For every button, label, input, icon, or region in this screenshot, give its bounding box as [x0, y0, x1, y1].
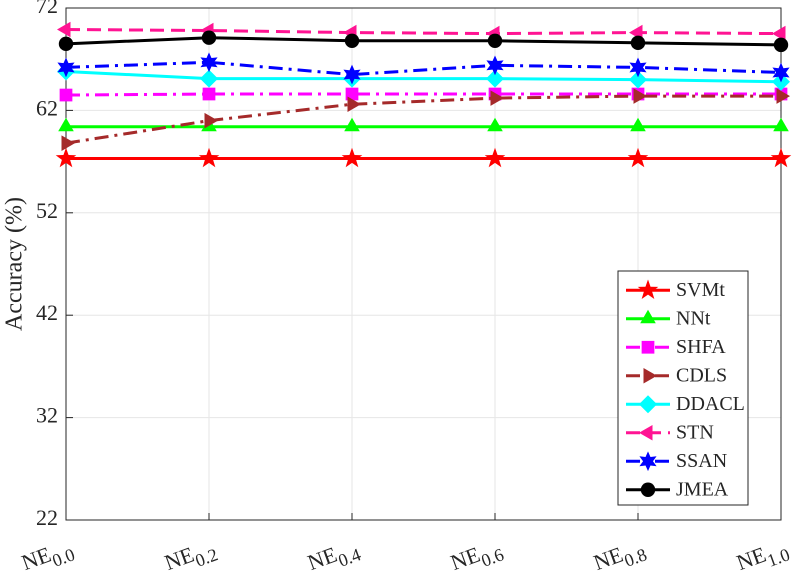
legend-marker	[641, 340, 655, 354]
legend-label: SSAN	[676, 450, 727, 472]
legend-marker	[640, 482, 656, 497]
point	[486, 55, 504, 76]
legend-label: CDLS	[676, 364, 727, 386]
x-tick-label: NE1.0	[733, 534, 792, 580]
point	[486, 69, 504, 88]
point	[490, 90, 504, 106]
point	[61, 135, 75, 151]
point	[204, 112, 218, 129]
point	[341, 147, 363, 168]
point	[57, 57, 75, 78]
point	[345, 87, 359, 101]
legend-label: NNt	[676, 307, 711, 329]
point	[347, 96, 361, 113]
x-tick-label: NE0.6	[447, 534, 506, 580]
y-axis-label: Accuracy (%)	[2, 197, 28, 331]
point	[772, 25, 786, 42]
point	[630, 35, 646, 51]
y-tick-label: 62	[36, 95, 58, 120]
legend-marker	[640, 309, 656, 324]
plot-frame	[65, 7, 782, 521]
y-tick-label: 52	[36, 198, 58, 223]
point	[201, 30, 217, 45]
point	[487, 33, 503, 48]
x-tick-label: NE0.4	[304, 534, 363, 580]
point	[200, 69, 218, 88]
point	[627, 147, 649, 168]
point	[344, 117, 360, 132]
y-tick-label: 72	[36, 0, 58, 18]
legend-marker	[643, 367, 657, 384]
point	[200, 52, 218, 73]
series-line	[65, 28, 782, 36]
x-tick-label: NE0.0	[18, 534, 77, 580]
series-line	[65, 92, 781, 97]
legend-marker	[637, 279, 659, 299]
point	[633, 88, 647, 104]
point	[198, 147, 220, 168]
point	[629, 70, 647, 89]
legend-marker	[639, 395, 657, 414]
legend-label: SVMt	[676, 279, 725, 301]
legend-label: JMEA	[676, 478, 729, 500]
x-tick-label: NE0.2	[161, 534, 220, 580]
x-tick-label: NE0.8	[590, 534, 649, 580]
point	[343, 64, 361, 85]
legend-label: DDACL	[676, 393, 745, 415]
legend-label: STN	[676, 421, 714, 443]
point	[772, 62, 790, 83]
point	[58, 36, 74, 52]
point	[59, 88, 73, 102]
point	[57, 21, 71, 38]
point	[484, 147, 506, 168]
legend-label: SHFA	[676, 336, 726, 358]
point	[776, 88, 790, 104]
y-tick-label: 32	[36, 403, 58, 428]
point	[487, 117, 503, 132]
point	[55, 147, 77, 168]
point	[770, 147, 792, 168]
point	[344, 33, 360, 48]
point	[629, 57, 647, 78]
legend: SVMt NNt SHFA CDLS DDACL STN SSAN JMEA	[617, 270, 749, 506]
series-line	[65, 36, 782, 47]
series-line	[65, 69, 782, 84]
y-tick-label: 42	[36, 300, 58, 325]
point	[58, 117, 74, 132]
series-line	[65, 60, 782, 77]
legend-marker	[639, 424, 653, 441]
y-tick-label: 22	[36, 505, 58, 530]
series-line	[65, 94, 781, 145]
legend-marker	[639, 451, 657, 472]
point	[202, 87, 216, 101]
point	[773, 117, 789, 132]
point	[630, 117, 646, 132]
point	[773, 37, 789, 53]
